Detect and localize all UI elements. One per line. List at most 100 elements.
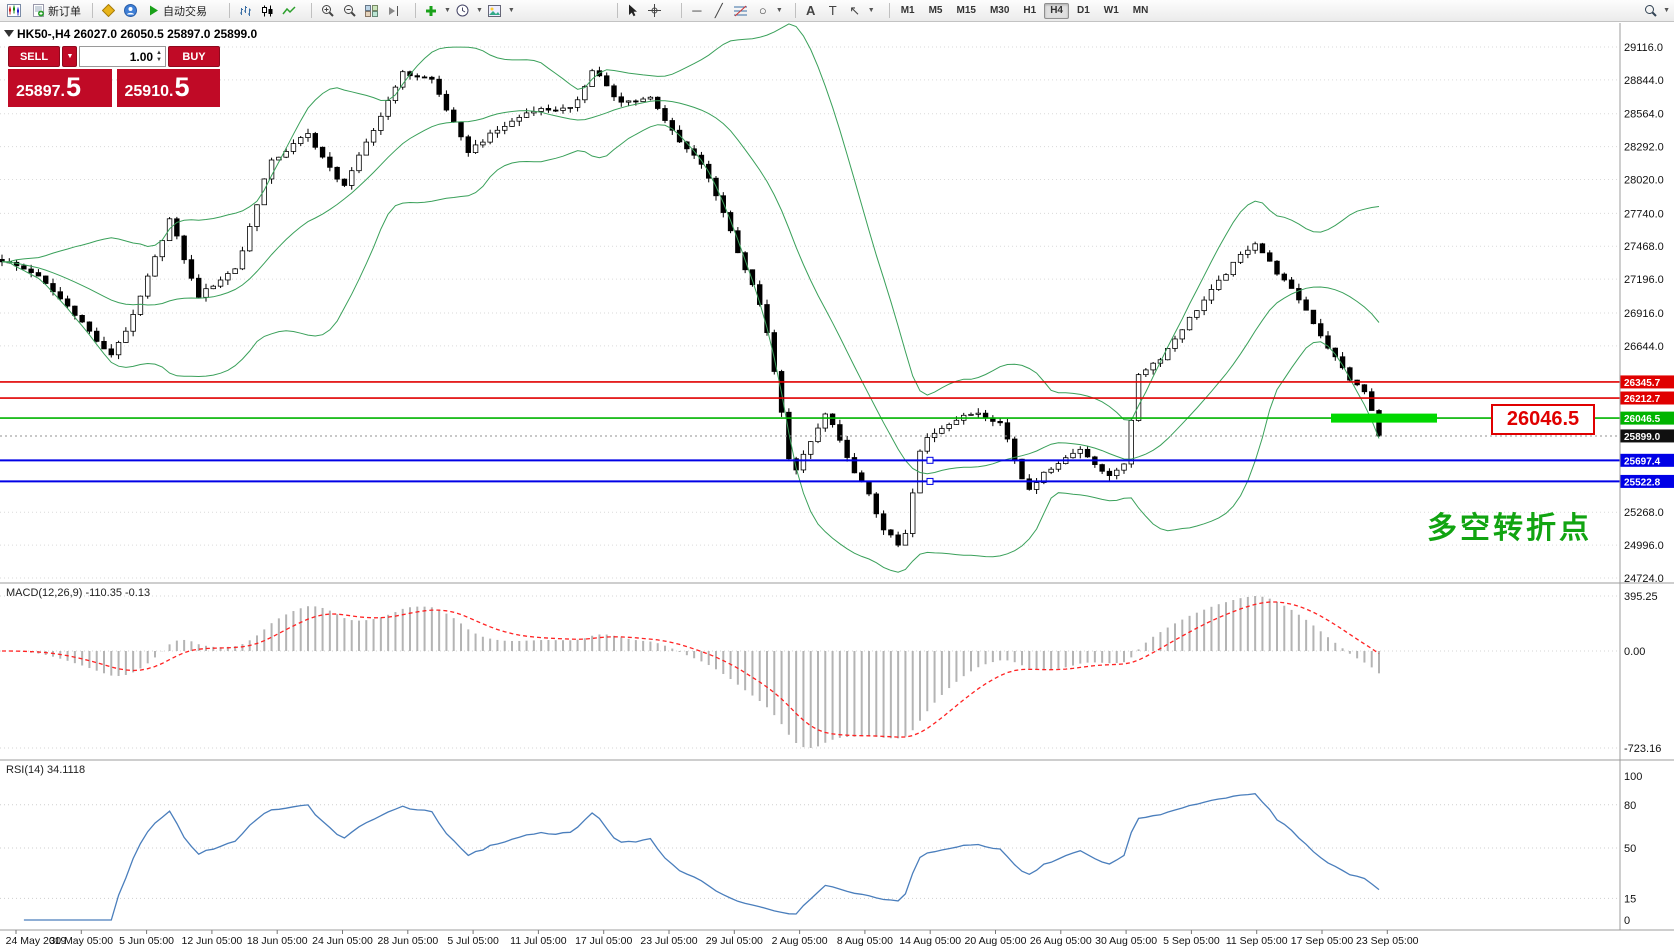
timeframe-m15[interactable]: M15	[951, 3, 982, 19]
rsi-axis-label: 0	[1624, 915, 1630, 927]
fibonacci-icon[interactable]	[731, 2, 751, 20]
search-dropdown-caret[interactable]: ▼	[1663, 7, 1670, 14]
timeframe-m5[interactable]: M5	[923, 3, 949, 19]
order-type-dropdown[interactable]: ▼	[62, 46, 77, 67]
candlestick-type-icon[interactable]	[257, 2, 277, 20]
price-tag-label: 26212.7	[1624, 394, 1661, 405]
horizontal-line-icon[interactable]: ─	[692, 3, 702, 18]
timeframe-m30[interactable]: M30	[984, 3, 1015, 19]
timeframe-mn[interactable]: MN	[1127, 3, 1155, 19]
crosshair-icon[interactable]	[645, 2, 665, 20]
autotrading-play-icon	[148, 2, 159, 20]
rsi-axis-label: 80	[1624, 800, 1636, 812]
price-grid: 29116.0 28844.0 28564.0 28292.0 28020.0 27740…	[0, 42, 1664, 585]
level-callout-box[interactable]: 26046.5	[1491, 404, 1595, 435]
line-handle[interactable]	[926, 477, 934, 485]
shapes-dropdown-caret[interactable]: ▼	[775, 7, 783, 14]
indicators-dropdown-caret[interactable]: ▼	[444, 7, 451, 14]
label-icon[interactable]: T	[828, 3, 837, 18]
one-click-collapse-icon[interactable]	[4, 30, 14, 37]
buy-price-button[interactable]: 25910. 5	[116, 69, 220, 107]
line-handle[interactable]	[926, 456, 934, 464]
indicators-icon[interactable]	[421, 2, 441, 20]
macd-axis-label: 0.00	[1624, 646, 1645, 658]
shapes-icon[interactable]: ○	[758, 3, 767, 18]
time-axis-label: 20 Aug 05:00	[965, 935, 1027, 947]
time-axis-label: 30 May 05:00	[49, 935, 113, 947]
trendline-icon[interactable]: ╱	[714, 3, 723, 18]
chart-window-icon[interactable]	[4, 2, 24, 20]
bar-chart-type-icon[interactable]	[235, 2, 255, 20]
highlight-level-bar[interactable]	[1331, 413, 1437, 423]
toolbar-separator	[794, 3, 796, 18]
price-tag-label: 25522.8	[1624, 477, 1661, 488]
timeframe-h4[interactable]: H4	[1044, 2, 1069, 19]
candlesticks	[0, 66, 1382, 548]
dropdown-caret: ▼	[66, 53, 74, 60]
periods-dropdown-caret[interactable]: ▼	[475, 7, 483, 14]
templates-dropdown-caret[interactable]: ▼	[507, 7, 515, 14]
time-axis-label: 24 Jun 05:00	[312, 935, 373, 947]
toolbar-separator	[616, 3, 618, 18]
timeframe-d1[interactable]: D1	[1071, 3, 1096, 19]
time-axis-label: 5 Jun 05:00	[119, 935, 174, 947]
time-axis-label: 5 Sep 05:00	[1163, 935, 1220, 947]
timeframe-w1[interactable]: W1	[1098, 3, 1125, 19]
price-axis-label: 27468.0	[1624, 241, 1664, 253]
price-axis-label: 28844.0	[1624, 75, 1664, 87]
time-axis-label: 23 Jul 05:00	[640, 935, 697, 947]
autotrading-button[interactable]: 自动交易	[142, 2, 213, 20]
price-axis-label: 29116.0	[1624, 42, 1663, 54]
symbol-search-icon[interactable]	[1640, 2, 1660, 20]
time-axis-label: 5 Jul 05:00	[447, 935, 499, 947]
zoom-in-icon[interactable]	[317, 2, 337, 20]
time-axis-label: 24 May 2019	[6, 935, 67, 947]
price-tag	[1620, 411, 1674, 425]
time-axis-label: 8 Aug 05:00	[837, 935, 893, 947]
tile-windows-icon[interactable]	[361, 2, 381, 20]
volume-up-icon[interactable]: ▲	[156, 49, 162, 56]
time-axis-label: 12 Jun 05:00	[182, 935, 243, 947]
editor-icon[interactable]	[98, 2, 118, 20]
volume-input[interactable]: 1.00 ▲ ▼	[79, 46, 166, 67]
volume-down-icon[interactable]: ▼	[156, 56, 162, 63]
price-axis-label: 24724.0	[1624, 573, 1664, 585]
timeframe-h1[interactable]: H1	[1017, 3, 1042, 19]
new-order-label: 新订单	[48, 5, 81, 18]
price-axis-label: 26644.0	[1624, 341, 1664, 353]
line-chart-type-icon[interactable]	[279, 2, 299, 20]
price-axis-label: 27740.0	[1624, 208, 1664, 220]
turning-point-annotation[interactable]: 多空转折点	[1427, 512, 1592, 545]
time-axis-label: 26 Aug 05:00	[1030, 935, 1092, 947]
price-tag	[1620, 375, 1674, 389]
price-axis-label: 28020.0	[1624, 175, 1664, 187]
timeframe-m1[interactable]: M1	[895, 3, 921, 19]
price-tag	[1620, 391, 1674, 405]
sell-price-button[interactable]: 25897. 5	[8, 69, 112, 107]
time-axis-label: 11 Sep 05:00	[1226, 935, 1288, 947]
price-axis-label: 28292.0	[1624, 142, 1664, 154]
price-tag-label: 26345.7	[1624, 378, 1661, 389]
arrows-icon[interactable]: ↖	[849, 3, 861, 18]
new-order-button[interactable]: 新订单	[26, 2, 87, 20]
autotrading-label: 自动交易	[163, 5, 207, 18]
cursor-icon[interactable]	[623, 2, 643, 20]
volume-value: 1.00	[129, 49, 154, 64]
sell-button[interactable]: SELL	[8, 46, 60, 67]
buy-button[interactable]: BUY	[168, 46, 220, 67]
templates-icon[interactable]	[485, 2, 505, 20]
arrows-dropdown-caret[interactable]: ▼	[867, 7, 875, 14]
price-tag-label: 25899.0	[1624, 432, 1661, 443]
periods-icon[interactable]	[453, 2, 473, 20]
macd-signal-line	[2, 601, 1380, 738]
toolbar-separator	[92, 3, 93, 18]
text-icon[interactable]: A	[806, 3, 816, 18]
time-axis-label: 14 Aug 05:00	[899, 935, 961, 947]
zoom-out-icon[interactable]	[339, 2, 359, 20]
time-axis-label: 30 Aug 05:00	[1095, 935, 1157, 947]
chart-shift-icon[interactable]	[383, 2, 403, 20]
community-icon[interactable]	[120, 2, 140, 20]
